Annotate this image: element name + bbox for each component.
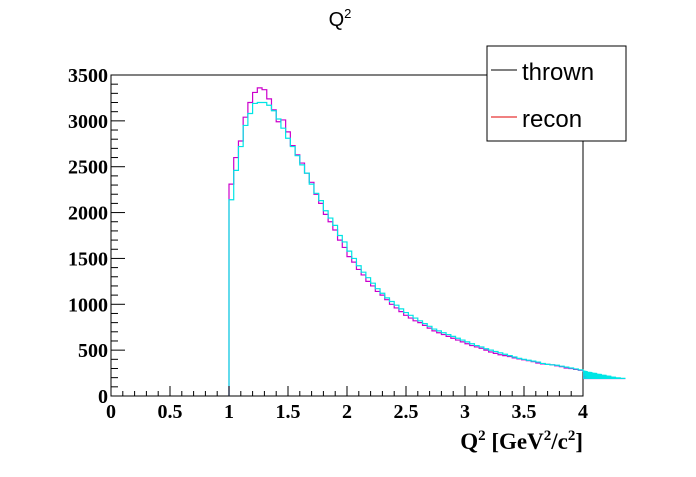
series-layer [228,87,626,396]
x-tick-label: 0.5 [158,401,183,423]
legend-box [486,45,627,142]
y-tick-label: 500 [78,340,108,362]
x-tick-label: 1 [224,401,234,423]
x-tick-label: 1.5 [276,401,301,423]
x-tick-label: 3.5 [512,401,537,423]
y-tick-label: 2500 [68,157,108,179]
y-tick-label: 3500 [68,65,108,87]
y-tick-label: 3000 [68,111,108,133]
legend-label-recon: recon [522,106,582,133]
legend: thrown recon [486,45,627,142]
y-tick-label: 0 [98,386,108,408]
x-tick-label: 4 [578,401,588,423]
y-tick-label: 1000 [68,294,108,316]
series-recon-line [228,101,626,396]
x-tick-label: 2 [342,401,352,423]
x-tick-label: 2.5 [394,401,419,423]
y-tick-label: 1500 [68,248,108,270]
x-tick-label: 0 [106,401,116,423]
legend-label-thrown: thrown [522,59,594,86]
chart-title: Q2 [329,6,352,31]
x-axis: 0 0.5 1 1.5 2 2.5 3 3.5 4 [106,386,588,423]
x-axis-title: Q2 [GeV2/c2] [460,428,583,454]
y-tick-label: 2000 [68,203,108,225]
y-axis: 0 500 1000 1500 2000 2500 3000 3500 [68,65,125,408]
x-tick-label: 3 [460,401,470,423]
